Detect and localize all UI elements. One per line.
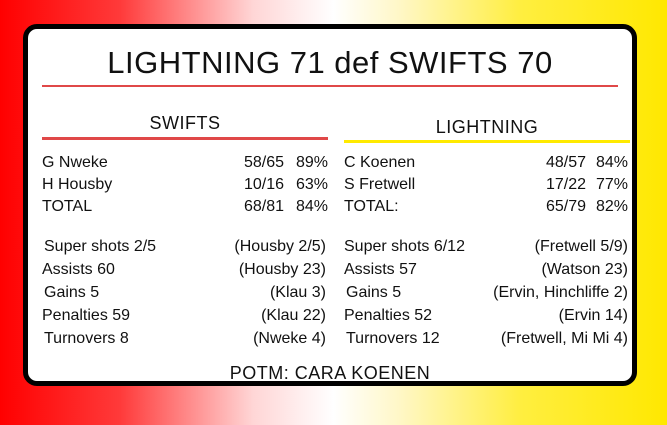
stat-label: Super shots 2/5 xyxy=(44,238,157,255)
stat-detail: (Klau 3) xyxy=(269,284,326,301)
shot-ratio: 48/57 xyxy=(545,154,586,171)
stat-label: Turnovers 8 xyxy=(44,330,129,347)
stat-detail: (Fretwell 5/9) xyxy=(534,238,628,255)
lightning-total-row: TOTAL: 65/79 82% xyxy=(344,196,630,218)
lightning-stat-row: Assists 57 (Watson 23) xyxy=(344,259,628,281)
player-of-the-match: POTM: CARA KOENEN xyxy=(229,363,431,383)
shot-percent: 84% xyxy=(295,198,328,215)
shot-percent: 84% xyxy=(595,154,628,171)
stat-label: Assists 60 xyxy=(42,261,115,278)
swifts-stat-row: Super shots 2/5 (Housby 2/5) xyxy=(44,236,326,258)
lightning-divider xyxy=(344,140,630,143)
total-label: TOTAL: xyxy=(344,198,399,215)
lightning-stat-row: Turnovers 12 (Fretwell, Mi Mi 4) xyxy=(346,328,628,350)
shot-ratio: 10/16 xyxy=(243,176,284,193)
shot-percent: 89% xyxy=(295,154,328,171)
stat-detail: (Ervin 14) xyxy=(558,307,628,324)
shot-ratio: 65/79 xyxy=(545,198,586,215)
scorecard: LIGHTNING 71 def SWIFTS 70 SWIFTS G Nwek… xyxy=(23,24,637,386)
shot-percent: 63% xyxy=(295,176,328,193)
shooter-name: C Koenen xyxy=(344,154,416,171)
swifts-shooter-row: H Housby 10/16 63% xyxy=(42,174,328,196)
lightning-team-heading: LIGHTNING xyxy=(435,117,539,137)
swifts-total-row: TOTAL 68/81 84% xyxy=(42,196,328,218)
stat-detail: (Ervin, Hinchliffe 2) xyxy=(493,284,628,301)
lightning-shooter-row: S Fretwell 17/22 77% xyxy=(344,174,630,196)
stat-label: Assists 57 xyxy=(344,261,417,278)
stat-detail: (Nweke 4) xyxy=(253,330,326,347)
stat-label: Super shots 6/12 xyxy=(344,238,465,255)
title-divider xyxy=(42,85,618,87)
stat-label: Turnovers 12 xyxy=(346,330,440,347)
swifts-stat-row: Turnovers 8 (Nweke 4) xyxy=(44,328,326,350)
lightning-shooter-row: C Koenen 48/57 84% xyxy=(344,152,630,174)
swifts-stat-row: Gains 5 (Klau 3) xyxy=(44,282,326,304)
stat-detail: (Watson 23) xyxy=(541,261,628,278)
lightning-stat-row: Penalties 52 (Ervin 14) xyxy=(344,305,628,327)
stat-detail: (Housby 2/5) xyxy=(234,238,326,255)
swifts-stat-row: Assists 60 (Housby 23) xyxy=(42,259,326,281)
lightning-stat-row: Gains 5 (Ervin, Hinchliffe 2) xyxy=(346,282,628,304)
stat-detail: (Housby 23) xyxy=(238,261,326,278)
shot-percent: 77% xyxy=(595,176,628,193)
swifts-shooter-row: G Nweke 58/65 89% xyxy=(42,152,328,174)
shooter-name: G Nweke xyxy=(42,154,108,171)
shot-ratio: 58/65 xyxy=(243,154,284,171)
stat-label: Gains 5 xyxy=(346,284,402,301)
swifts-team-heading: SWIFTS xyxy=(149,113,221,133)
total-label: TOTAL xyxy=(42,198,93,215)
shooter-name: S Fretwell xyxy=(344,176,416,193)
match-result-title: LIGHTNING 71 def SWIFTS 70 xyxy=(107,45,553,80)
shot-ratio: 68/81 xyxy=(243,198,284,215)
swifts-stat-row: Penalties 59 (Klau 22) xyxy=(42,305,326,327)
shooter-name: H Housby xyxy=(42,176,113,193)
stat-label: Gains 5 xyxy=(44,284,100,301)
stat-label: Penalties 52 xyxy=(344,307,433,324)
lightning-stat-row: Super shots 6/12 (Fretwell 5/9) xyxy=(344,236,628,258)
shot-percent: 82% xyxy=(595,198,628,215)
shot-ratio: 17/22 xyxy=(545,176,586,193)
stat-detail: (Klau 22) xyxy=(261,307,326,324)
stat-detail: (Fretwell, Mi Mi 4) xyxy=(500,330,628,347)
swifts-divider xyxy=(42,137,328,140)
stat-label: Penalties 59 xyxy=(42,307,131,324)
